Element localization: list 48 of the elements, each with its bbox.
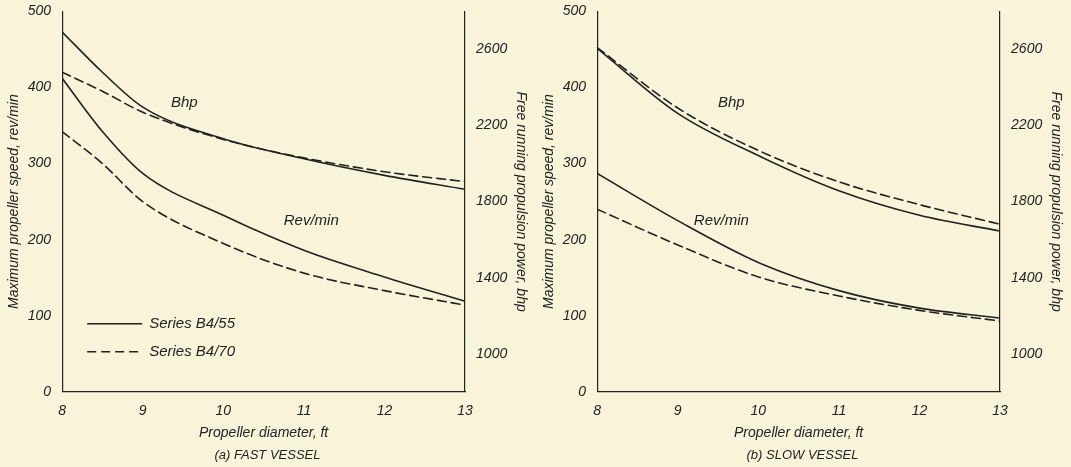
y2-tick-label: 2600 (475, 40, 508, 57)
y2-tick-label: 1400 (1011, 268, 1043, 285)
annotation: Bhp (170, 92, 198, 110)
x-tick-label: 13 (457, 402, 474, 419)
y-tick-label: 200 (26, 230, 52, 247)
x-tick-label: 12 (911, 402, 928, 419)
annotation: Rev/min (283, 210, 339, 228)
x-tick-label: 12 (376, 402, 393, 419)
x-tick-label: 10 (750, 402, 767, 419)
y-tick-label: 500 (562, 2, 587, 19)
y-tick-label: 100 (27, 306, 52, 323)
y-tick-label: 300 (27, 154, 52, 171)
x-tick-label: 11 (296, 402, 312, 419)
annotation: Bhp (718, 92, 745, 110)
legend-label: Series B4/55 (149, 313, 236, 331)
y2-tick-label: 1000 (1011, 344, 1043, 361)
y2-axis-title: Free running propulsion power, bhp (513, 91, 530, 312)
y2-tick-label: 1400 (476, 268, 508, 285)
x-tick-label: 8 (58, 402, 67, 419)
text: (a) FAST VESSEL (214, 446, 321, 462)
text: (b) SLOW VESSEL (746, 446, 859, 462)
y2-tick-label: 2200 (475, 116, 508, 133)
y2-tick-label: 2200 (1010, 116, 1043, 133)
y-tick-label: 0 (43, 382, 52, 399)
y-axis-title: Maximum propeller speed, rev/min (540, 94, 557, 309)
y-tick-label: 100 (562, 306, 587, 323)
x-tick-label: 13 (992, 402, 1009, 419)
x-tick-label: 11 (831, 402, 847, 419)
y2-tick-label: 1800 (1011, 192, 1043, 209)
y-tick-label: 200 (561, 230, 587, 247)
y-tick-label: 400 (27, 78, 52, 95)
y-tick-label: 300 (562, 154, 587, 171)
y2-tick-label: 2600 (1010, 40, 1043, 57)
y2-tick-label: 1800 (476, 192, 508, 209)
y-tick-label: 500 (27, 2, 52, 19)
y-tick-label: 0 (578, 382, 587, 399)
x-tick-label: 9 (673, 402, 682, 419)
legend-label: Series B4/70 (149, 341, 236, 359)
y-axis-title: Maximum propeller speed, rev/min (5, 94, 22, 309)
y2-axis-title: Free running propulsion power, bhp (1048, 91, 1065, 312)
x-axis-title: Propeller diameter, ft (734, 423, 865, 440)
x-tick-label: 10 (215, 402, 232, 419)
x-tick-label: 8 (593, 402, 602, 419)
annotation: Rev/min (693, 210, 749, 228)
x-axis-title: Propeller diameter, ft (199, 423, 330, 440)
x-tick-label: 9 (138, 402, 147, 419)
y-tick-label: 400 (562, 78, 587, 95)
y2-tick-label: 1000 (476, 344, 508, 361)
